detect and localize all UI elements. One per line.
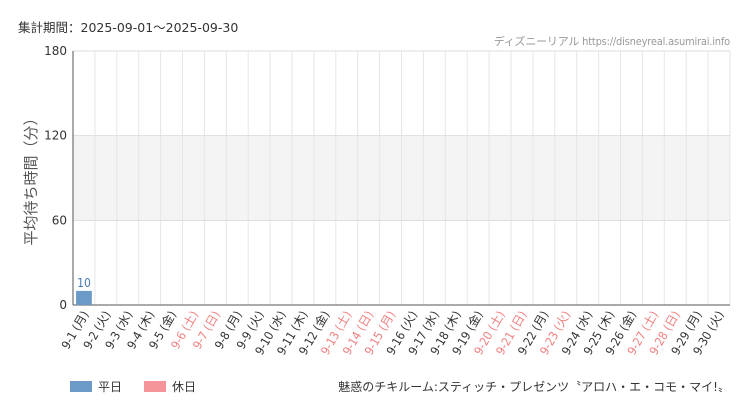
legend-holiday-label: 休日 — [172, 380, 197, 394]
bar — [76, 290, 92, 305]
legend-weekday: 平日 — [70, 378, 122, 395]
y-axis-label: 平均待ち時間（分） — [22, 110, 40, 245]
y-tick-label: 0 — [59, 298, 67, 312]
period-label: 集計期間：2025-09-01～2025-09-30 — [18, 20, 239, 35]
y-tick-label: 60 — [52, 213, 67, 227]
y-tick-label: 180 — [44, 44, 67, 58]
site-credit: ディズニーリアル https://disneyreal.asumirai.inf… — [493, 35, 730, 48]
chart-legend: 平日 休日 — [70, 378, 196, 395]
bar-value-label: 10 — [77, 276, 91, 290]
legend-weekday-swatch — [70, 381, 92, 392]
legend-weekday-label: 平日 — [98, 380, 123, 394]
legend-holiday: 休日 — [144, 378, 196, 395]
y-tick-label: 120 — [44, 129, 67, 143]
attraction-name: 魅惑のチキルーム:スティッチ・プレゼンツ〝アロハ・エ・コモ・マイ!〟 — [338, 380, 730, 394]
legend-holiday-swatch — [144, 381, 167, 392]
